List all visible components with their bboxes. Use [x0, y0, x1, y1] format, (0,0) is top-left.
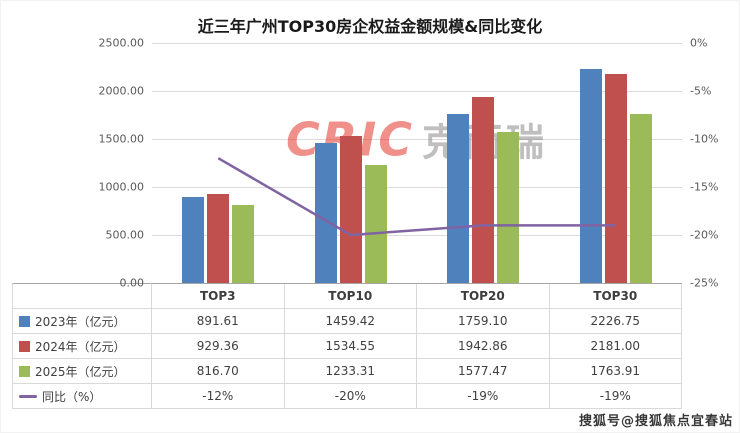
bar-2023年（亿元）-top30	[579, 69, 602, 283]
category-header-top20: TOP20	[417, 283, 550, 309]
bar-2023年（亿元）-top10	[314, 142, 337, 283]
spacer-cell	[682, 359, 728, 384]
y-left-tick: 2500.00	[98, 36, 145, 50]
gridline	[152, 187, 682, 188]
legend-cell-2024年（亿元）: 2024年（亿元）	[12, 334, 152, 359]
bar-legend-icon	[19, 365, 30, 377]
legend-label: 2023年（亿元）	[35, 314, 126, 329]
legend-cell-2023年（亿元）: 2023年（亿元）	[12, 309, 152, 334]
value-cell-同比（%）-top3: -12%	[152, 384, 285, 409]
bar-legend-icon	[19, 340, 30, 352]
category-header-top3: TOP3	[152, 283, 285, 309]
legend-cell-同比（%）: 同比（%）	[12, 384, 152, 409]
y-right-tick: -15%	[690, 180, 719, 194]
value-cell-2024年（亿元）-top30: 2181.00	[549, 334, 682, 359]
bar-2025年（亿元）-top20	[497, 131, 520, 283]
value-cell-同比（%）-top20: -19%	[417, 384, 550, 409]
y-axis-right: 0% -5% -10% -15% -20% -25%	[682, 37, 728, 290]
category-header-top30: TOP30	[549, 283, 682, 309]
y-left-tick: 500.00	[105, 228, 145, 242]
chart-title: 近三年广州TOP30房企权益金额规模&同比变化	[197, 17, 543, 36]
legend-label: 2024年（亿元）	[35, 339, 126, 354]
y-left-tick: 1000.00	[98, 180, 145, 194]
bar-2025年（亿元）-top3	[232, 204, 255, 283]
y-axis-left: 2500.00 2000.00 1500.00 1000.00 500.00 0.00	[12, 37, 152, 290]
value-cell-2025年（亿元）-top30: 1763.91	[549, 359, 682, 384]
gridline	[152, 43, 682, 44]
bar-group-top30	[550, 43, 683, 283]
bar-group-top10	[285, 43, 418, 283]
legend-corner-cell	[12, 283, 152, 309]
bar-2024年（亿元）-top30	[604, 73, 627, 283]
y-right-tick: -25%	[690, 276, 719, 290]
y-left-tick: 1500.00	[98, 132, 145, 146]
legend-label: 同比（%）	[42, 389, 102, 404]
value-cell-2023年（亿元）-top3: 891.61	[152, 309, 285, 334]
bar-2025年（亿元）-top30	[629, 113, 652, 283]
spacer-cell	[682, 334, 728, 359]
value-cell-同比（%）-top30: -19%	[549, 384, 682, 409]
x-axis-line	[152, 283, 682, 284]
y-left-tick: 0.00	[119, 276, 145, 290]
category-header-top10: TOP10	[284, 283, 417, 309]
value-cell-2024年（亿元）-top10: 1534.55	[284, 334, 417, 359]
legend-cell-2025年（亿元）: 2025年（亿元）	[12, 359, 152, 384]
sohu-watermark: 搜狐号@搜狐焦点宜春站	[578, 414, 733, 429]
value-cell-2023年（亿元）-top30: 2226.75	[549, 309, 682, 334]
value-cell-2024年（亿元）-top3: 929.36	[152, 334, 285, 359]
legend-label: 2025年（亿元）	[35, 364, 126, 379]
y-right-tick: -5%	[690, 84, 712, 98]
plot-area: CRIC 克而瑞	[152, 43, 682, 284]
spacer-cell	[682, 309, 728, 334]
yoy-line	[218, 158, 616, 235]
bar-2025年（亿元）-top10	[364, 164, 387, 283]
bar-legend-icon	[19, 315, 30, 327]
gridline	[152, 235, 682, 236]
y-right-tick: -10%	[690, 132, 719, 146]
value-cell-2024年（亿元）-top20: 1942.86	[417, 334, 550, 359]
spacer-cell	[682, 384, 728, 409]
gridline	[152, 91, 682, 92]
y-left-tick: 2000.00	[98, 84, 145, 98]
bar-group-top20	[417, 43, 550, 283]
value-cell-2025年（亿元）-top10: 1233.31	[284, 359, 417, 384]
bar-group-top3	[152, 43, 285, 283]
bar-2024年（亿元）-top3	[207, 193, 230, 283]
line-legend-icon	[19, 394, 37, 398]
y-right-tick: -20%	[690, 228, 719, 242]
bar-2024年（亿元）-top10	[339, 135, 362, 283]
value-cell-同比（%）-top10: -20%	[284, 384, 417, 409]
value-cell-2023年（亿元）-top10: 1459.42	[284, 309, 417, 334]
gridline	[152, 139, 682, 140]
bar-groups	[152, 43, 682, 283]
bar-2023年（亿元）-top3	[182, 197, 205, 283]
value-cell-2025年（亿元）-top3: 816.70	[152, 359, 285, 384]
bar-2023年（亿元）-top20	[447, 114, 470, 283]
value-cell-2023年（亿元）-top20: 1759.10	[417, 309, 550, 334]
chart-layout: 近三年广州TOP30房企权益金额规模&同比变化 2500.00 2000.00 15…	[12, 7, 728, 409]
value-cell-2025年（亿元）-top20: 1577.47	[417, 359, 550, 384]
bar-2024年（亿元）-top20	[472, 96, 495, 283]
y-right-tick: 0%	[690, 36, 708, 50]
yoy-line-overlay	[152, 43, 682, 283]
